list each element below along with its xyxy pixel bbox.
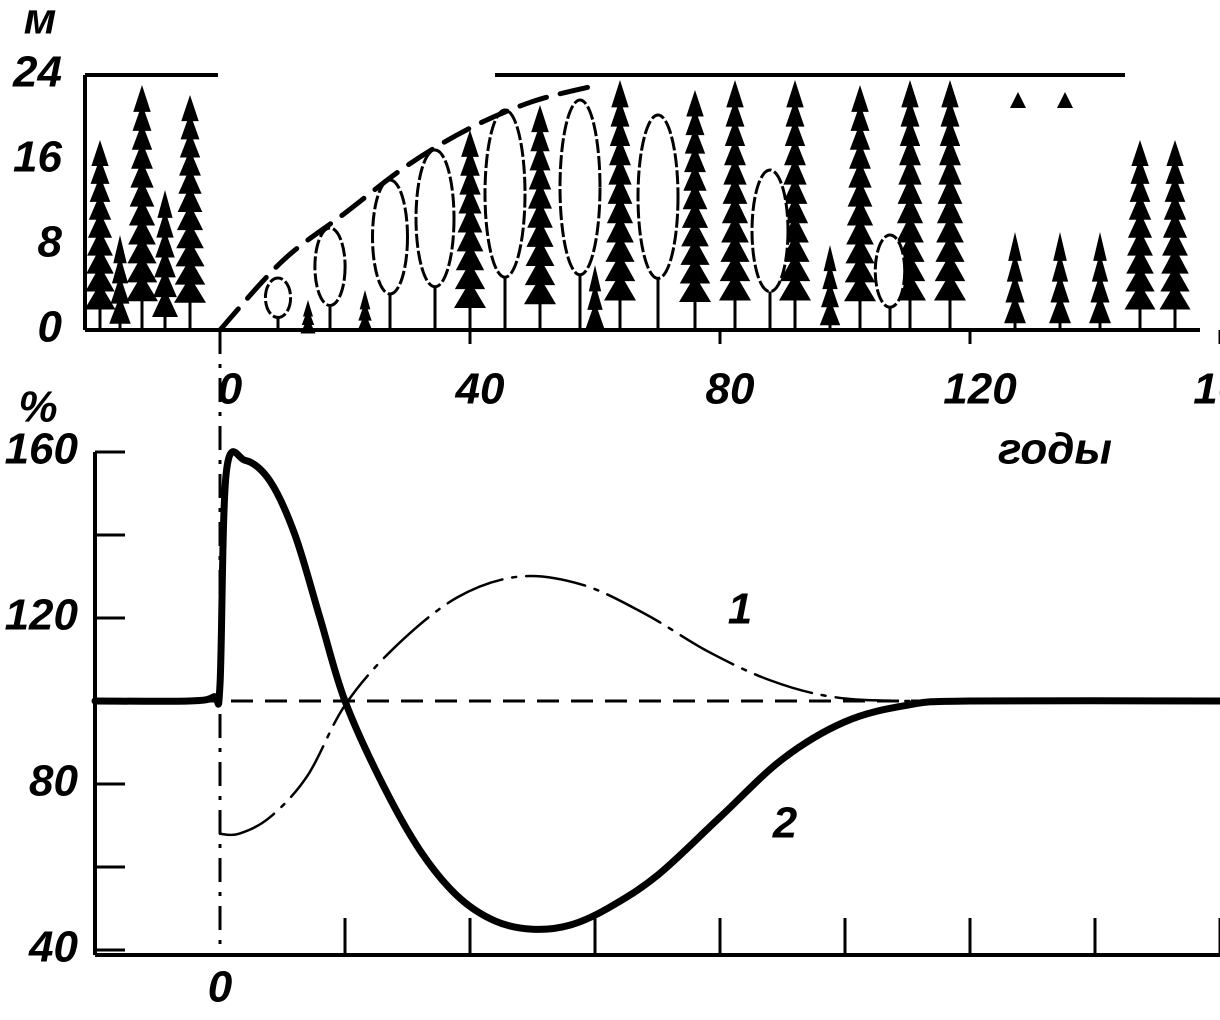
series-line [217, 83, 598, 333]
deciduous-tree [873, 233, 907, 309]
conifer [126, 85, 158, 302]
x-tick-label: 0 [208, 963, 233, 1012]
y-tick-label: 8 [38, 218, 63, 267]
deciduous-tree [636, 113, 680, 280]
conifer [524, 105, 556, 305]
conifer [1124, 140, 1156, 310]
y-tick-label: 160 [5, 425, 79, 474]
marker [1057, 92, 1073, 108]
y-tick-label: 120 [5, 591, 79, 640]
y-tick-label: 0 [38, 303, 63, 352]
conifer [454, 130, 486, 308]
conifer [174, 95, 206, 303]
series-line [218, 574, 1220, 837]
x-tick-label: 40 [455, 365, 505, 414]
series-line [91, 448, 1220, 933]
conifer [585, 265, 605, 329]
conifer [109, 235, 131, 324]
conifer [844, 85, 876, 302]
y-tick-label: 16 [13, 133, 62, 182]
conifer [719, 80, 751, 301]
deciduous-tree [750, 168, 790, 294]
conifer [152, 190, 178, 317]
deciduous-tree [263, 276, 293, 320]
marker [1010, 92, 1026, 108]
y-tick-label: 80 [29, 757, 78, 806]
conifer [679, 90, 711, 302]
y-tick-label: 24 [12, 48, 62, 97]
x-tick-label: 80 [706, 365, 755, 414]
conifer [819, 245, 841, 326]
conifer [300, 300, 316, 334]
conifer [1004, 232, 1026, 324]
conifer [1159, 140, 1191, 310]
y-axis-label: % [18, 383, 57, 432]
series-label: 2 [772, 799, 798, 848]
conifer [1049, 232, 1071, 324]
conifer [357, 290, 373, 332]
y-axis-label: м [24, 0, 57, 44]
deciduous-tree [371, 178, 409, 296]
conifer [934, 80, 966, 301]
deciduous-tree [313, 226, 347, 308]
conifer [84, 140, 116, 310]
conifer [779, 80, 811, 301]
x-tick-label: 0 [218, 365, 243, 414]
conifer [1089, 232, 1111, 324]
x-tick-label: 160 [1193, 365, 1220, 414]
deciduous-tree [414, 148, 456, 289]
deciduous-tree [558, 98, 602, 277]
deciduous-tree [483, 108, 527, 279]
x-tick-label: 120 [943, 365, 1017, 414]
series-label: 1 [728, 585, 752, 634]
x-axis-label: годы [998, 425, 1112, 474]
conifer [894, 80, 926, 301]
y-tick-label: 40 [28, 923, 78, 972]
conifer [604, 80, 636, 301]
